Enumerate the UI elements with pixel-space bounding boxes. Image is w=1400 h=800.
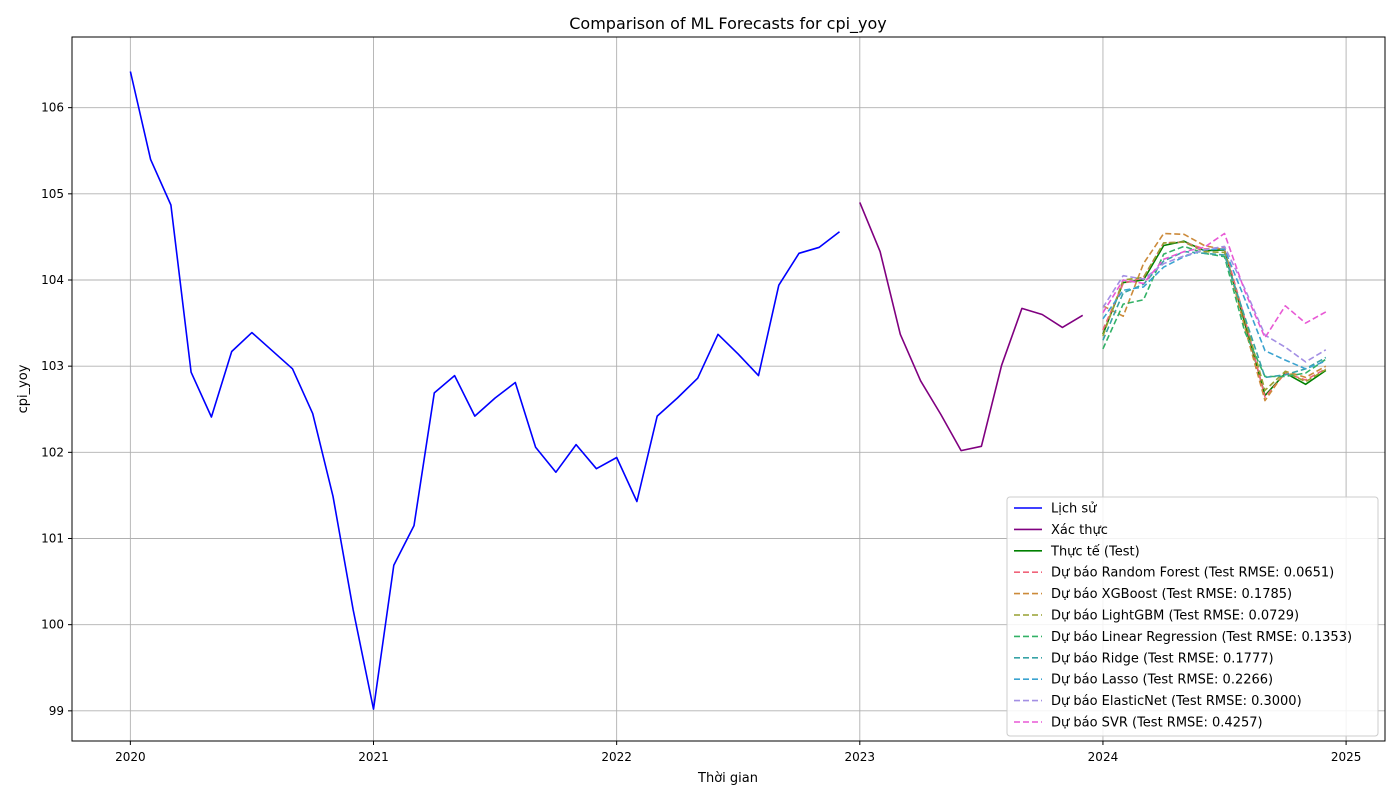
y-axis-ticks: 99 100 101 102 103 104 105 106	[41, 101, 72, 718]
series-line-1	[859, 202, 1084, 452]
legend-label: Dự báo Lasso (Test RMSE: 0.2266)	[1051, 673, 1273, 688]
legend-label: Lịch sử	[1051, 502, 1097, 517]
y-tick-label: 102	[41, 445, 64, 459]
legend: Lịch sử Xác thực Thực tế (Test) Dự báo Rand…	[1006, 496, 1379, 737]
x-tick-label: 2024	[1088, 750, 1119, 764]
y-tick-label: 99	[49, 704, 64, 718]
series-line-9	[1102, 245, 1327, 363]
x-tick-label: 2023	[845, 750, 876, 764]
x-tick-label: 2020	[115, 750, 146, 764]
chart-title: Comparison of ML Forecasts for cpi_yoy	[569, 14, 887, 34]
y-tick-label: 100	[41, 618, 64, 632]
legend-label: Dự báo ElasticNet (Test RMSE: 0.3000)	[1051, 694, 1302, 709]
legend-label: Dự báo Random Forest (Test RMSE: 0.0651)	[1051, 566, 1334, 581]
legend-label: Dự báo LightGBM (Test RMSE: 0.0729)	[1051, 609, 1299, 624]
x-axis-ticks: 2020 2021 2022 2023 2024 2025	[115, 741, 1361, 764]
legend-label: Dự báo XGBoost (Test RMSE: 0.1785)	[1051, 587, 1292, 602]
series-line-4	[1102, 232, 1327, 402]
y-tick-label: 103	[41, 359, 64, 373]
legend-label: Dự báo Linear Regression (Test RMSE: 0.1…	[1051, 630, 1352, 645]
y-tick-label: 101	[41, 532, 64, 546]
y-tick-label: 105	[41, 187, 64, 201]
y-axis-label: cpi_yoy	[16, 364, 31, 413]
x-tick-label: 2021	[358, 750, 389, 764]
legend-label: Dự báo SVR (Test RMSE: 0.4257)	[1051, 716, 1263, 731]
legend-box	[1006, 496, 1379, 737]
x-axis-label: Thời gian	[697, 771, 758, 786]
y-tick-label: 104	[41, 273, 64, 287]
legend-label: Xác thực	[1051, 523, 1108, 538]
series-line-8	[1102, 248, 1327, 370]
x-tick-label: 2022	[601, 750, 632, 764]
series-line-0	[129, 71, 840, 710]
legend-label: Dự báo Ridge (Test RMSE: 0.1777)	[1051, 651, 1274, 666]
legend-label: Thực tế (Test)	[1050, 544, 1140, 559]
grid-lines	[72, 37, 1385, 741]
series-line-6	[1102, 245, 1327, 378]
series-lines	[129, 71, 1327, 710]
series-line-7	[1102, 250, 1327, 379]
plot-frame	[71, 36, 1386, 742]
series-line-10	[1102, 232, 1327, 339]
y-tick-label: 106	[41, 101, 64, 115]
x-tick-label: 2025	[1331, 750, 1362, 764]
